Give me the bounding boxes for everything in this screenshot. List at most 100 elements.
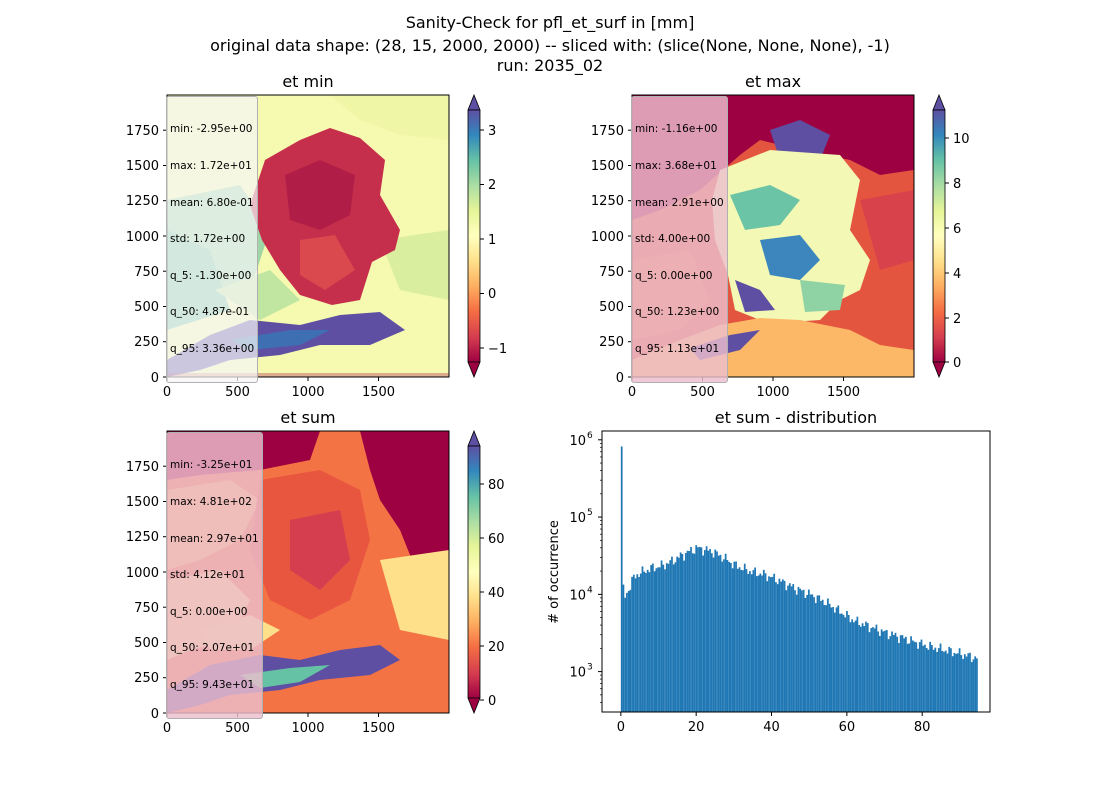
histogram-bar [880, 629, 883, 712]
histogram-bar [679, 552, 682, 712]
histogram-bar [643, 571, 646, 712]
histogram-bar [892, 635, 895, 712]
histogram-bar [905, 636, 907, 712]
histogram-bar [622, 584, 625, 712]
histogram-bar [766, 581, 769, 712]
histogram-bar [769, 577, 772, 712]
histogram-bar [948, 646, 951, 712]
histogram-bar [787, 585, 789, 712]
colorbar-tick-label: 0 [488, 287, 496, 302]
stat-line: min: -2.95e+00 [170, 123, 253, 136]
x-tick-label: 500 [225, 385, 250, 400]
histogram-bar [719, 554, 722, 712]
colorbar-et-sum: 80 60 40 20 0 [467, 429, 505, 715]
x-tick-label: 60 [839, 720, 856, 735]
x-tick-label: 0 [617, 720, 625, 735]
histogram-bar [896, 636, 899, 712]
histogram-bar [723, 559, 725, 712]
histogram-bar [865, 621, 867, 712]
colorbar-tick-label: 1 [488, 233, 496, 248]
histogram-bar [690, 547, 692, 712]
histogram-bar [882, 631, 885, 712]
y-tick-exponent: 3 [587, 663, 593, 673]
histogram-bar [950, 648, 952, 712]
histogram-bars [620, 446, 978, 712]
histogram-bar [731, 568, 734, 712]
y-tick-label: 750 [599, 265, 624, 280]
stat-line: min: -3.25e+01 [170, 459, 253, 472]
histogram-bar [781, 579, 784, 712]
y-tick-label: 0 [616, 371, 624, 386]
stat-line: q_50: 4.87e-01 [170, 306, 250, 319]
histogram-bar [858, 624, 860, 712]
histogram-bar [804, 597, 807, 712]
histogram-bar [957, 653, 959, 712]
histogram-bar [698, 546, 701, 712]
histogram-bar [818, 595, 821, 712]
y-tick-label: 1250 [591, 194, 624, 209]
histogram-bar [910, 636, 912, 712]
histogram-bar [840, 613, 843, 712]
histogram-bar [887, 639, 890, 712]
y-tick-label: 1250 [126, 530, 159, 545]
histogram-bar [773, 573, 776, 712]
histogram-bar [929, 641, 932, 712]
histogram-bar [761, 575, 763, 712]
y-tick-label: 1000 [126, 230, 159, 245]
histogram-bar [636, 574, 639, 712]
histogram-bar [828, 603, 831, 712]
histogram-bar [925, 647, 928, 712]
panel-title-hist: et sum - distribution [714, 408, 878, 427]
histogram-bar [728, 561, 730, 712]
histogram-bar [794, 590, 796, 712]
x-tick-label: 1000 [291, 721, 324, 736]
histogram-bar [662, 564, 665, 712]
histogram-bar [733, 561, 736, 712]
histogram-bar [669, 560, 672, 712]
histogram-bar [747, 573, 750, 712]
histogram-frame [601, 430, 991, 713]
x-tick-label: 0 [163, 385, 171, 400]
histogram-bar [891, 631, 893, 712]
histogram-bar [657, 567, 659, 712]
histogram-bar [778, 578, 781, 712]
histogram-bar [953, 652, 956, 712]
histogram-bar [846, 610, 848, 712]
histogram-bar [627, 591, 630, 712]
panel-title-et-sum: et sum [280, 408, 336, 427]
histogram-bar [931, 644, 933, 712]
histogram-bar [716, 551, 718, 712]
colorbar-et-max: 10 8 6 4 2 0 [932, 93, 970, 379]
histogram-bar [847, 615, 850, 712]
histogram-bar [943, 651, 945, 712]
stat-line: q_5: -1.30e+00 [170, 269, 252, 282]
histogram-bar [918, 642, 921, 712]
y-tick-label: 0 [151, 371, 159, 386]
histogram-bar [844, 617, 847, 712]
histogram-bar [868, 632, 871, 712]
histogram-bar [937, 648, 940, 712]
histogram-bar [960, 655, 963, 712]
histogram-bar [709, 549, 711, 712]
y-tick-label: 1750 [591, 124, 624, 139]
histogram-bar [624, 597, 627, 712]
colorbar-tick-label: 2 [488, 178, 496, 193]
histogram-bar [801, 590, 803, 712]
histogram-bar [785, 590, 788, 712]
stat-line: min: -1.16e+00 [635, 123, 718, 136]
histogram-bar [738, 567, 741, 712]
histogram-bar [721, 561, 724, 712]
stat-line: q_95: 1.13e+01 [635, 343, 720, 356]
suptitle-line-1: Sanity-Check for pfl_et_surf in [mm] [405, 13, 695, 32]
histogram-bar [750, 574, 753, 712]
histogram-bar [827, 598, 829, 712]
histogram-bar [653, 571, 656, 712]
histogram-bar [686, 550, 689, 712]
histogram-bar [717, 555, 720, 712]
histogram-bar [749, 571, 751, 712]
histogram-bar [726, 560, 729, 712]
histogram-bar [814, 603, 817, 712]
histogram-bar [683, 560, 685, 712]
histogram-bar [671, 556, 673, 712]
